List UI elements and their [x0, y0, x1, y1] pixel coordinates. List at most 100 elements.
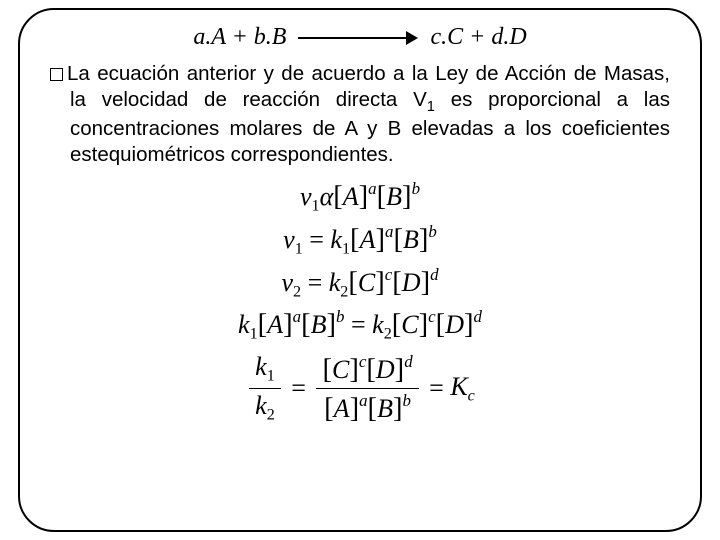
- eq2-eq: =: [303, 225, 331, 254]
- eq4-D: D: [445, 310, 464, 339]
- eq1-alpha: α: [320, 182, 334, 211]
- eq3-C: C: [358, 268, 375, 297]
- eq4-a: a: [293, 307, 301, 326]
- br-close-icon: ]: [402, 181, 412, 212]
- eq5-k1: k: [255, 352, 267, 381]
- br-close-icon: ]: [283, 309, 293, 340]
- eq5-d: d: [404, 352, 412, 371]
- eq4-B: B: [311, 310, 327, 339]
- eq5-B: B: [377, 394, 393, 423]
- br-close-icon: ]: [419, 309, 429, 340]
- eq2-A: A: [360, 225, 376, 254]
- br-open-icon: [: [322, 354, 332, 385]
- eq1-A: A: [343, 182, 359, 211]
- eq3-sub: 2: [293, 283, 301, 300]
- eq5-eq2: =: [429, 373, 450, 402]
- br-close-icon: ]: [375, 267, 385, 298]
- eq5-b: b: [403, 391, 411, 410]
- slide-frame: a.A + b.B c.C + d.D La ecuación anterior…: [18, 8, 702, 532]
- eq4-A: A: [267, 310, 283, 339]
- br-open-icon: [: [436, 309, 446, 340]
- eq3-eq: =: [301, 268, 329, 297]
- eq5-num-conc: [C]c[D]d: [316, 352, 418, 388]
- br-open-icon: [: [366, 354, 376, 385]
- br-open-icon: [: [258, 309, 268, 340]
- eq5-A: A: [334, 394, 350, 423]
- br-close-icon: ]: [349, 354, 359, 385]
- eq5-eq1: =: [291, 373, 312, 402]
- reaction-arrow: [298, 31, 418, 45]
- eq1-sub: 1: [312, 198, 320, 215]
- eq5-den-k: k2: [249, 388, 281, 425]
- br-open-icon: [: [350, 224, 360, 255]
- eq2-k: k: [330, 225, 342, 254]
- eq5-frac-k: k1 k2: [249, 352, 281, 424]
- br-open-icon: [: [377, 181, 387, 212]
- br-close-icon: ]: [375, 224, 385, 255]
- equation-5: k1 k2 = [C]c[D]d [A]a[B]b = Kc: [50, 352, 670, 425]
- eq2-ks: 1: [342, 241, 350, 258]
- body-paragraph: La ecuación anterior y de acuerdo a la L…: [50, 61, 670, 167]
- equation-1: v1α[A]a[B]b: [50, 179, 670, 216]
- br-open-icon: [: [324, 393, 334, 424]
- br-open-icon: [: [392, 309, 402, 340]
- br-close-icon: ]: [464, 309, 474, 340]
- plus-1: +: [226, 24, 254, 50]
- eq5-C: C: [332, 355, 349, 384]
- eq5-D: D: [376, 355, 395, 384]
- eq5-den-conc: [A]a[B]b: [316, 388, 418, 425]
- br-close-icon: ]: [395, 354, 405, 385]
- br-open-icon: [: [348, 267, 358, 298]
- eq5-Ks: c: [468, 387, 475, 404]
- eq1-v: v: [300, 182, 312, 211]
- eq4-c: c: [428, 307, 436, 326]
- br-open-icon: [: [368, 393, 378, 424]
- br-close-icon: ]: [393, 393, 403, 424]
- eq4-k2s: 2: [384, 326, 392, 343]
- equations-block: v1α[A]a[B]b v1 = k1[A]a[B]b v2 = k2[C]c[…: [50, 179, 670, 424]
- eq4-eq: =: [344, 310, 372, 339]
- reaction-lhs-a: a.A: [193, 24, 225, 50]
- eq2-sub: 1: [295, 241, 303, 258]
- eq5-a: a: [359, 391, 367, 410]
- br-close-icon: ]: [359, 181, 369, 212]
- br-open-icon: [: [392, 267, 402, 298]
- eq1-b: b: [412, 179, 420, 198]
- plus-2: +: [463, 24, 491, 50]
- eq4-k1: k: [238, 310, 250, 339]
- reaction-equation: a.A + b.B c.C + d.D: [50, 24, 670, 51]
- equation-2: v1 = k1[A]a[B]b: [50, 222, 670, 259]
- eq4-k1s: 1: [250, 326, 258, 343]
- eq1-B: B: [386, 182, 402, 211]
- eq5-k1s: 1: [267, 368, 275, 385]
- br-close-icon: ]: [421, 267, 431, 298]
- eq5-num-k: k1: [249, 352, 281, 388]
- br-open-icon: [: [393, 224, 403, 255]
- br-open-icon: [: [301, 309, 311, 340]
- br-open-icon: [: [333, 181, 343, 212]
- eq5-frac-conc: [C]c[D]d [A]a[B]b: [316, 352, 418, 425]
- eq5-k2: k: [255, 391, 267, 420]
- eq2-b: b: [428, 222, 436, 241]
- br-close-icon: ]: [419, 224, 429, 255]
- arrow-line: [298, 37, 410, 39]
- eq4-k2: k: [372, 310, 384, 339]
- eq3-v: v: [281, 268, 293, 297]
- eq3-D: D: [402, 268, 421, 297]
- reaction-rhs-d: d.D: [491, 24, 526, 50]
- eq4-C: C: [401, 310, 418, 339]
- eq2-v: v: [283, 225, 295, 254]
- eq5-Kc: Kc: [450, 372, 475, 401]
- eq2-B: B: [403, 225, 419, 254]
- reaction-lhs-b: b.B: [254, 24, 287, 50]
- bullet-box-icon: [50, 68, 63, 81]
- eq3-k: k: [329, 268, 341, 297]
- eq3-d: d: [430, 265, 438, 284]
- paragraph-sub-1: 1: [427, 99, 435, 115]
- equation-3: v2 = k2[C]c[D]d: [50, 265, 670, 302]
- br-close-icon: ]: [326, 309, 336, 340]
- eq1-a: a: [368, 179, 376, 198]
- br-close-icon: ]: [350, 393, 360, 424]
- equation-4: k1[A]a[B]b = k2[C]c[D]d: [50, 307, 670, 344]
- reaction-rhs-c: c.C: [430, 24, 463, 50]
